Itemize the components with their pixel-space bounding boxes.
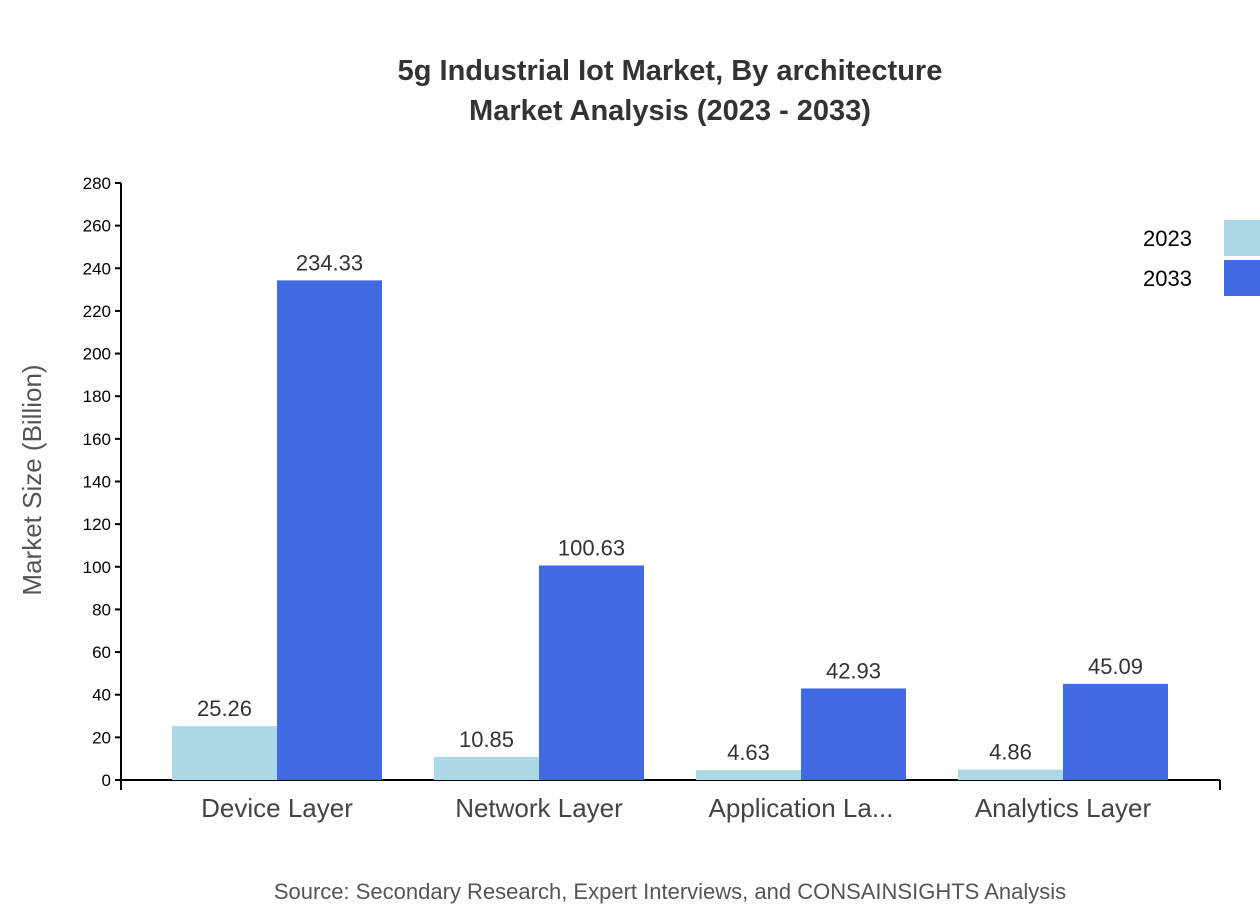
bar-2033 (277, 280, 382, 780)
data-label: 45.09 (1088, 654, 1143, 679)
data-label: 42.93 (826, 658, 881, 683)
data-label: 234.33 (296, 250, 363, 275)
bar-2033 (539, 565, 644, 780)
y-axis-label: Market Size (Billion) (17, 364, 47, 595)
y-tick-label: 160 (83, 430, 111, 449)
chart-title-line-2: Market Analysis (2023 - 2033) (469, 95, 871, 127)
x-tick-label: Application La... (708, 793, 893, 823)
bars: 25.26 234.33 10.85 100.63 4.63 42.93 4.86 45.09 (172, 250, 1168, 780)
x-tick-label: Analytics Layer (975, 793, 1152, 823)
y-tick-label: 220 (83, 302, 111, 321)
y-tick-label: 80 (92, 600, 111, 619)
legend: 2023 2033 (1143, 220, 1260, 296)
bar-2033 (1063, 683, 1168, 780)
legend-label: 2023 (1143, 226, 1192, 251)
bar-2023 (958, 769, 1063, 780)
bar-2023 (434, 756, 539, 780)
bar-2023 (172, 726, 277, 780)
data-label: 25.26 (197, 696, 252, 721)
bar-2033 (801, 688, 906, 780)
legend-swatch (1224, 260, 1260, 296)
chart-title-line-1: 5g Industrial Iot Market, By architectur… (398, 55, 943, 87)
source-note: Source: Secondary Research, Expert Inter… (274, 879, 1066, 904)
y-tick-label: 240 (83, 259, 111, 278)
x-axis: Device Layer Network Layer Application La.… (120, 779, 1221, 823)
y-tick-label: 0 (102, 771, 111, 790)
y-tick-label: 40 (92, 686, 111, 705)
data-label: 4.86 (989, 740, 1032, 765)
data-label: 4.63 (727, 740, 770, 765)
y-tick-label: 260 (83, 217, 111, 236)
y-tick-label: 140 (83, 473, 111, 492)
x-tick-label: Device Layer (201, 793, 353, 823)
y-tick-label: 100 (83, 558, 111, 577)
y-tick-label: 20 (92, 728, 111, 747)
y-tick-label: 180 (83, 387, 111, 406)
legend-swatch (1224, 220, 1260, 256)
legend-label: 2033 (1143, 266, 1192, 291)
x-tick-label: Network Layer (455, 793, 623, 823)
y-tick-label: 200 (83, 345, 111, 364)
y-tick-label: 120 (83, 515, 111, 534)
y-axis: 0 20 40 60 80 100 120 140 160 180 200 220 240 260 280 (83, 174, 122, 790)
data-label: 100.63 (558, 535, 625, 560)
y-tick-label: 280 (83, 174, 111, 193)
bar-2023 (696, 770, 801, 780)
data-label: 10.85 (459, 727, 514, 752)
y-tick-label: 60 (92, 643, 111, 662)
